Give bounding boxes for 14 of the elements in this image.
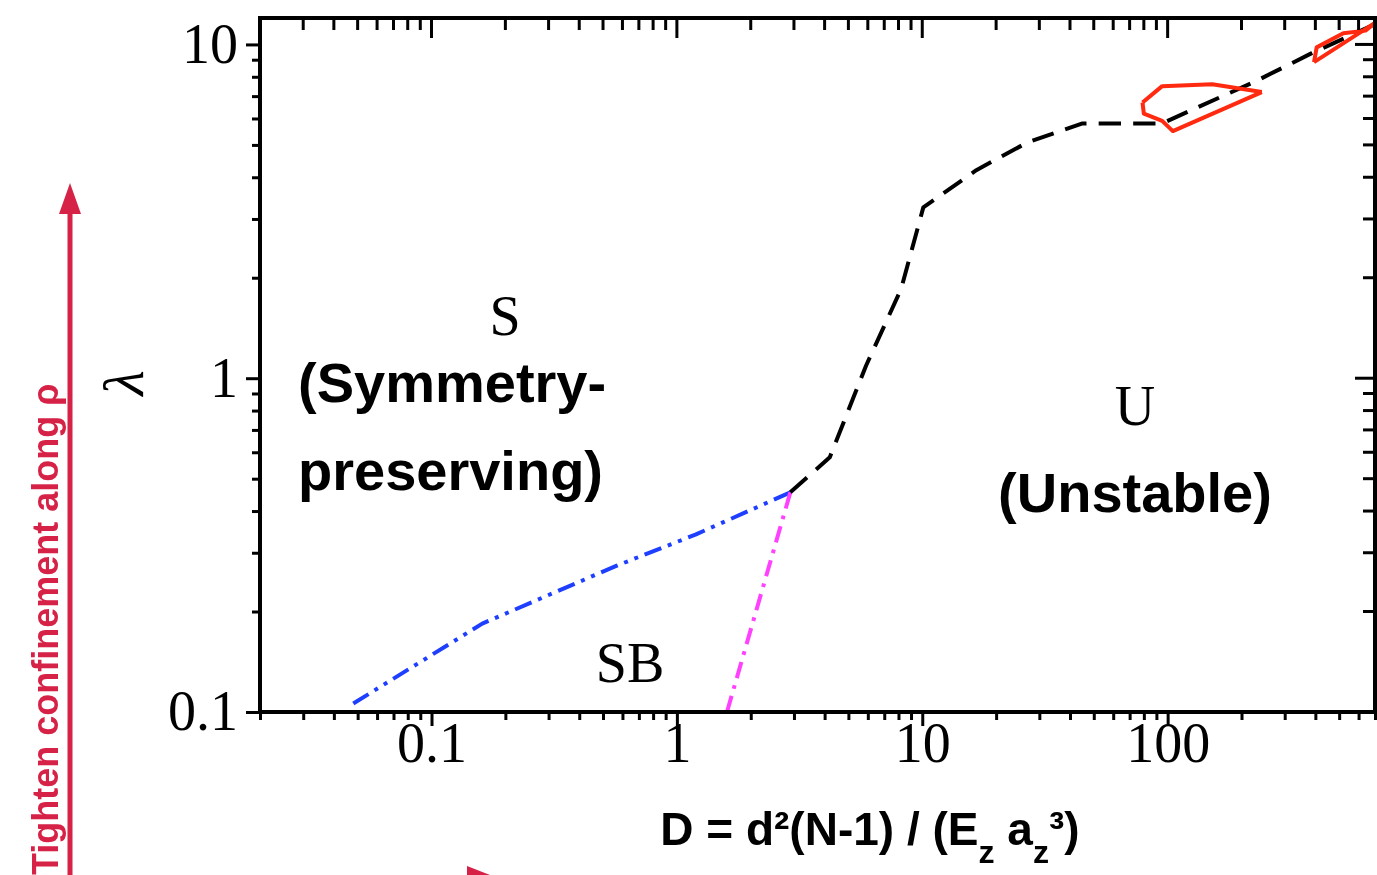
y-tick-label: 10 — [182, 12, 238, 75]
annotation: (Symmetry-preserving) — [298, 351, 607, 502]
x-tick-label: 0.1 — [397, 712, 468, 774]
y-tick-label: 1 — [210, 346, 238, 409]
annotation: (Unstable) — [998, 461, 1272, 524]
x-axis-title: D = d²(N-1) / (E$_{z}$ a$_{z}$³) — [660, 803, 1080, 870]
annotation: S — [489, 285, 521, 347]
text: Tighten confinement along ρ — [25, 383, 66, 875]
x-tick-label: 1 — [663, 712, 692, 774]
x-tick-label: 10 — [894, 712, 951, 774]
annotation: SB — [595, 632, 665, 694]
y-axis-title: λ — [91, 370, 157, 398]
annotation: U — [1114, 375, 1156, 437]
x-tick-label: 100 — [1126, 712, 1211, 774]
